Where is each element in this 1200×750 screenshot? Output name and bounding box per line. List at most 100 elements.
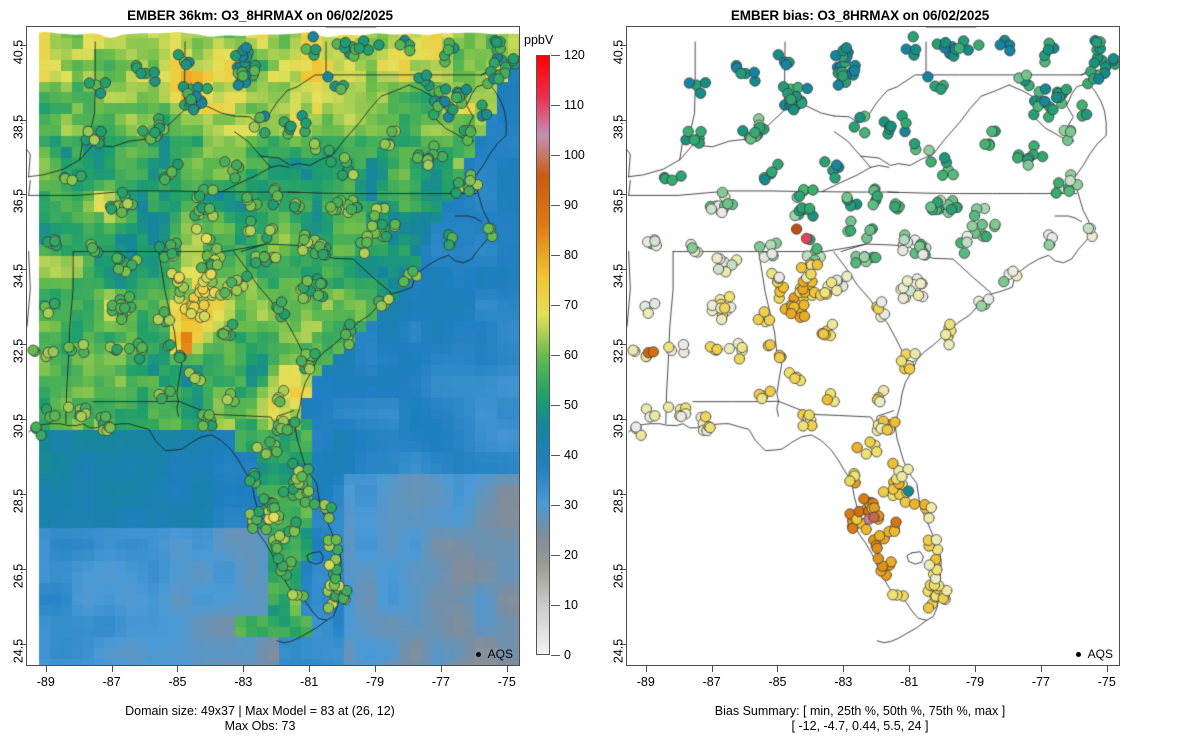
y-tick-label: 30.5: [611, 413, 625, 439]
x-tick: [440, 666, 442, 672]
colorbar-tick-label: 110: [564, 98, 584, 112]
x-tick-label: -81: [900, 675, 919, 689]
y-tick: [20, 44, 26, 46]
x-tick: [375, 666, 377, 672]
colorbar-tick: [551, 505, 560, 506]
colorbar-tick: [551, 155, 560, 156]
y-tick: [20, 643, 26, 645]
y-tick-label: 34.5: [11, 264, 25, 289]
x-tick: [111, 666, 113, 672]
footer-model: Domain size: 49x37 | Max Model = 83 at (…: [0, 704, 520, 734]
y-tick: [620, 643, 626, 645]
colorbar-tick: [551, 655, 560, 656]
map-boundaries-left: [27, 27, 519, 665]
x-tick-label: -75: [497, 675, 516, 689]
colorbar-unit-model: ppbV: [524, 33, 554, 47]
colorbar-tick-label: 60: [564, 348, 578, 362]
colorbar-tick-label: 120: [564, 48, 585, 62]
colorbar-tick: [551, 555, 560, 556]
x-axis-bias: -89 -87 -85 -83 -81 -79 -77 -75: [626, 666, 1120, 696]
y-tick: [620, 418, 626, 420]
x-tick: [309, 666, 311, 672]
y-tick: [20, 568, 26, 570]
y-tick: [620, 269, 626, 271]
colorbar-tick: [551, 55, 560, 56]
colorbar-tick-label: 50: [564, 398, 578, 412]
map-boundaries-right: [627, 27, 1119, 665]
x-tick: [177, 666, 179, 672]
x-tick-label: -81: [300, 675, 319, 689]
colorbar-tick-label: 30: [564, 498, 578, 512]
colorbar-tick-label: 100: [564, 148, 585, 162]
x-tick-label: -87: [702, 675, 721, 689]
legend-aqs-right: AQS: [1075, 647, 1113, 661]
y-tick-label: 32.5: [11, 338, 25, 364]
y-tick-label: 30.5: [11, 413, 25, 439]
legend-label-right: AQS: [1087, 647, 1113, 661]
footer-line-1-bias: Bias Summary: [ min, 25th %, 50th %, 75t…: [714, 704, 1006, 718]
panel-model: EMBER 36km: O3_8HRMAX on 06/02/2025 AQS …: [0, 8, 585, 734]
x-tick: [843, 666, 845, 672]
x-tick-label: -75: [1097, 675, 1116, 689]
y-axis-model: 40.5 38.5 36.5 34.5 32.5 30.5 28.5 26.5 24.5: [0, 26, 26, 666]
x-tick-label: -77: [431, 675, 450, 689]
x-tick: [243, 666, 245, 672]
colorbar-tick: [551, 605, 560, 606]
colorbar-tick-label: 10: [564, 598, 578, 612]
x-tick: [45, 666, 47, 672]
y-tick-label: 28.5: [11, 488, 25, 513]
y-tick-label: 34.5: [611, 264, 625, 289]
y-tick-label: 28.5: [611, 488, 625, 513]
aqs-dot-icon: [475, 651, 481, 657]
x-tick: [909, 666, 911, 672]
y-tick: [620, 493, 626, 495]
colorbar-tick-label: 40: [564, 448, 578, 462]
x-tick-label: -83: [234, 675, 253, 689]
x-tick-label: -89: [36, 675, 55, 689]
colorbar-tick-label: 70: [564, 298, 578, 312]
y-axis-bias: 40.5 38.5 36.5 34.5 32.5 30.5 28.5 26.5 24.5: [600, 26, 626, 666]
legend-aqs-left: AQS: [475, 647, 513, 661]
y-tick: [20, 194, 26, 196]
colorbar-tick-label: 0: [564, 648, 571, 662]
panel-title-model: EMBER 36km: O3_8HRMAX on 06/02/2025: [127, 8, 393, 23]
x-tick: [506, 666, 508, 672]
colorbar-tick: [551, 105, 560, 106]
y-tick-label: 26.5: [611, 563, 625, 588]
x-tick-label: -89: [636, 675, 655, 689]
x-tick-label: -77: [1031, 675, 1050, 689]
y-tick: [620, 344, 626, 346]
colorbar-tick: [551, 205, 560, 206]
x-tick-label: -85: [768, 675, 787, 689]
y-tick-label: 24.5: [11, 638, 25, 663]
y-tick: [20, 418, 26, 420]
colorbar-tick: [551, 405, 560, 406]
y-tick: [20, 119, 26, 121]
x-tick: [1040, 666, 1042, 672]
colorbar-tick: [551, 355, 560, 356]
x-tick: [711, 666, 713, 672]
y-tick: [620, 44, 626, 46]
y-tick-label: 36.5: [611, 189, 625, 214]
aqs-dot-icon: [1075, 651, 1081, 657]
y-tick: [20, 269, 26, 271]
y-tick: [20, 493, 26, 495]
footer-line-1-model: Domain size: 49x37 | Max Model = 83 at (…: [125, 704, 395, 718]
plot-area-model[interactable]: AQS: [26, 26, 520, 666]
x-tick-label: -83: [834, 675, 853, 689]
y-tick: [620, 194, 626, 196]
y-tick-label: 40.5: [11, 39, 25, 64]
plot-area-bias[interactable]: AQS: [626, 26, 1120, 666]
y-tick-label: 26.5: [11, 563, 25, 588]
footer-bias: Bias Summary: [ min, 25th %, 50th %, 75t…: [600, 704, 1120, 734]
x-tick: [645, 666, 647, 672]
x-axis-model: -89 -87 -85 -83 -81 -79 -77 -75: [26, 666, 520, 696]
footer-line-2-bias: [ -12, -4.7, 0.44, 5.5, 24 ]: [791, 719, 929, 733]
x-tick-label: -85: [168, 675, 187, 689]
y-tick-label: 32.5: [611, 338, 625, 364]
x-tick: [975, 666, 977, 672]
colorbar-tick-label: 80: [564, 248, 578, 262]
colorbar-strip-model: [536, 55, 550, 655]
y-tick-label: 38.5: [11, 114, 25, 139]
y-tick: [20, 344, 26, 346]
